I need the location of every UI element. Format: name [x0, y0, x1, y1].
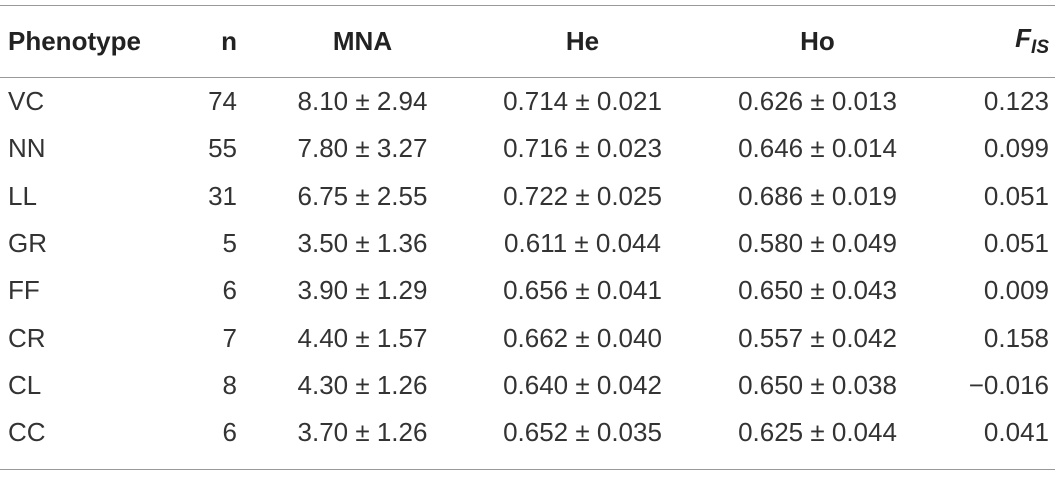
- table-cell: 7.80 ± 3.27: [297, 133, 428, 164]
- table-cell: 0.716 ± 0.023: [503, 133, 662, 164]
- table-cell: 0.662 ± 0.040: [503, 322, 662, 353]
- table-body: VC 74 8.10 ± 2.94 0.714 ± 0.021 0.626 ± 0.01…: [0, 78, 1055, 470]
- table-cell: 4.30 ± 1.26: [297, 369, 428, 400]
- table-cell: 31: [208, 180, 237, 211]
- table-cell: 8.10 ± 2.94: [297, 86, 428, 117]
- table-cell: CR: [8, 322, 46, 353]
- table-cell: 0.646 ± 0.014: [738, 133, 897, 164]
- table-row: GR 5 3.50 ± 1.36 0.611 ± 0.044 0.580 ± 0.049…: [0, 220, 1055, 267]
- table-cell: 0.625 ± 0.044: [738, 417, 897, 448]
- table-header: Phenotype n MNA He Ho FIS: [0, 5, 1055, 78]
- header-cell: MNA: [332, 26, 393, 56]
- table-cell: VC: [8, 86, 45, 117]
- table-cell: −0.016: [968, 369, 1049, 400]
- table-cell: NN: [8, 133, 46, 164]
- header-cell: FIS: [955, 6, 1055, 78]
- table-cell: 5: [222, 228, 237, 259]
- table-cell: CL: [8, 369, 42, 400]
- header-cell: Ho: [800, 26, 835, 56]
- header-cell: Phenotype: [8, 26, 141, 56]
- table-cell: 0.041: [983, 417, 1049, 448]
- table-cell: 0.650 ± 0.043: [738, 275, 897, 306]
- table-cell: GR: [8, 228, 47, 259]
- header-cell: n: [221, 26, 237, 56]
- header-base: F: [1015, 23, 1032, 54]
- table-cell: 0.686 ± 0.019: [738, 180, 897, 211]
- table-cell: 0.650 ± 0.038: [738, 369, 897, 400]
- table-cell: 0.009: [983, 275, 1049, 306]
- header-cell: He: [565, 26, 600, 56]
- table-cell: 0.557 ± 0.042: [738, 322, 897, 353]
- table-row: LL 31 6.75 ± 2.55 0.722 ± 0.025 0.686 ± 0.01…: [0, 173, 1055, 220]
- table-row: VC 74 8.10 ± 2.94 0.714 ± 0.021 0.626 ± 0.01…: [0, 78, 1055, 126]
- table-cell: 4.40 ± 1.57: [297, 322, 428, 353]
- table-cell: 0.580 ± 0.049: [738, 228, 897, 259]
- table-cell: 0.051: [983, 180, 1049, 211]
- table-cell: 0.611 ± 0.044: [504, 228, 661, 259]
- table-cell: LL: [8, 180, 37, 211]
- table-cell: 3.90 ± 1.29: [297, 275, 428, 306]
- table-cell: 74: [208, 86, 237, 117]
- table-cell: 0.714 ± 0.021: [503, 86, 662, 117]
- table-cell: 0.652 ± 0.035: [503, 417, 662, 448]
- table-row: CL 8 4.30 ± 1.26 0.640 ± 0.042 0.650 ± 0.038…: [0, 362, 1055, 409]
- table-cell: 0.051: [983, 228, 1049, 259]
- table-cell: 55: [208, 133, 237, 164]
- table-row: FF 6 3.90 ± 1.29 0.656 ± 0.041 0.650 ± 0.043…: [0, 267, 1055, 314]
- table-cell: 8: [222, 369, 237, 400]
- table-cell: 0.626 ± 0.013: [738, 86, 897, 117]
- table-row: CR 7 4.40 ± 1.57 0.662 ± 0.040 0.557 ± 0.042…: [0, 314, 1055, 361]
- table-cell: 0.640 ± 0.042: [503, 369, 662, 400]
- table-row: CC 6 3.70 ± 1.26 0.652 ± 0.035 0.625 ± 0.044…: [0, 409, 1055, 470]
- table-cell: 6: [222, 275, 237, 306]
- table-cell: 0.656 ± 0.041: [503, 275, 662, 306]
- header-sub: IS: [1031, 37, 1049, 59]
- table-cell: 3.70 ± 1.26: [297, 417, 428, 448]
- table-cell: 0.158: [983, 322, 1049, 353]
- table-cell: 6.75 ± 2.55: [297, 180, 428, 211]
- table-row: NN 55 7.80 ± 3.27 0.716 ± 0.023 0.646 ± 0.01…: [0, 125, 1055, 172]
- table-cell: FF: [8, 275, 40, 306]
- table-cell: 3.50 ± 1.36: [297, 228, 428, 259]
- table-cell: 0.123: [983, 86, 1049, 117]
- table-cell: 6: [222, 417, 237, 448]
- data-table: Phenotype n MNA He Ho FIS VC 74 8.10 ± 2.94 0.71…: [0, 5, 1055, 470]
- table-cell: 0.099: [983, 133, 1049, 164]
- table-cell: 7: [222, 322, 237, 353]
- table-cell: CC: [8, 417, 46, 448]
- table-cell: 0.722 ± 0.025: [503, 180, 662, 211]
- header-row: Phenotype n MNA He Ho FIS: [0, 5, 1055, 78]
